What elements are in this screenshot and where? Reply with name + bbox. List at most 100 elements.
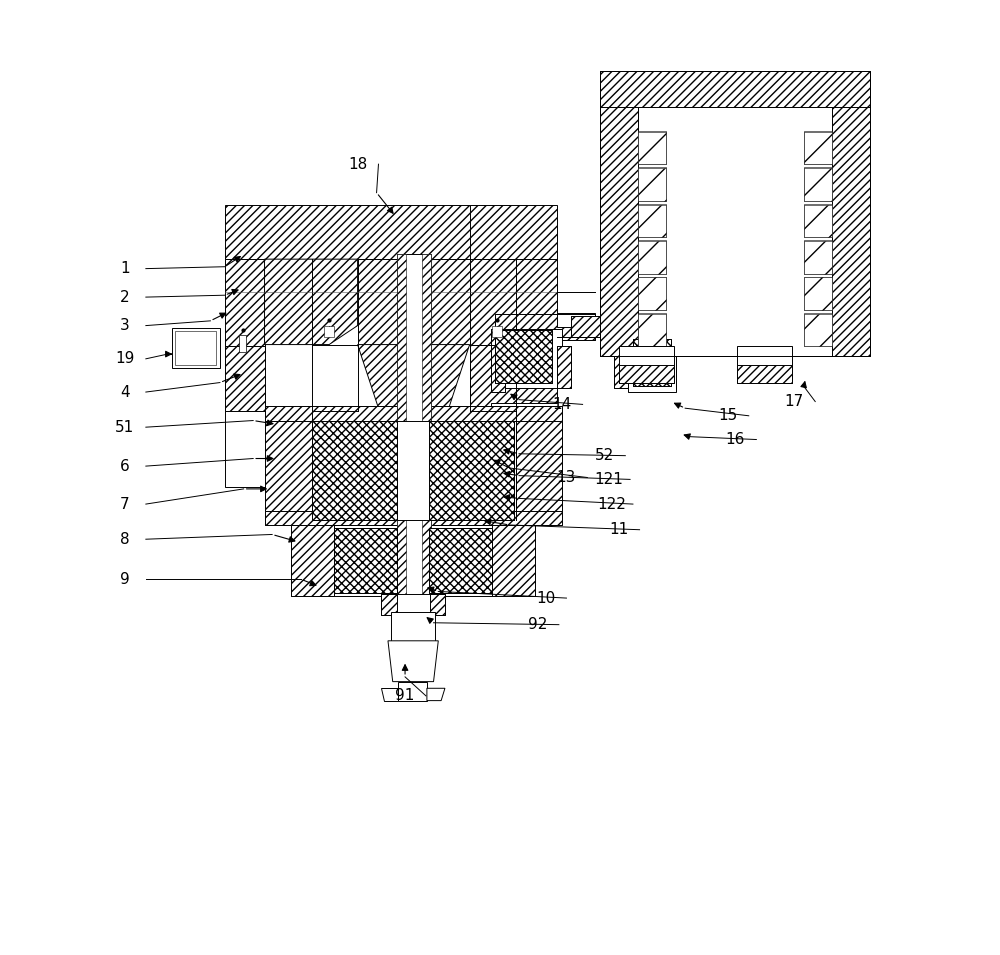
Bar [638, 204, 666, 237]
Bar [334, 528, 397, 593]
Bar [429, 528, 492, 593]
Polygon shape [388, 641, 438, 682]
Bar [804, 313, 832, 347]
Bar [804, 204, 832, 237]
Bar [324, 326, 334, 337]
Text: 51: 51 [115, 419, 135, 435]
Bar [397, 254, 406, 663]
Text: 1: 1 [120, 261, 130, 276]
Bar [638, 241, 666, 274]
Text: 2: 2 [120, 289, 130, 305]
Bar [619, 366, 674, 383]
Bar [737, 347, 792, 383]
Bar [225, 411, 265, 487]
Bar [291, 525, 535, 596]
Text: 11: 11 [609, 522, 628, 538]
Text: 7: 7 [120, 497, 130, 512]
Text: 52: 52 [595, 448, 614, 463]
Bar [397, 254, 431, 663]
Bar [832, 107, 870, 356]
Bar [495, 330, 552, 383]
Bar [557, 346, 571, 389]
Bar [492, 326, 502, 337]
Bar [804, 167, 832, 201]
Bar [334, 528, 397, 593]
Bar [516, 411, 562, 520]
Bar [225, 205, 509, 259]
Text: 18: 18 [348, 157, 367, 172]
Bar [638, 313, 666, 347]
Text: 16: 16 [726, 432, 745, 447]
Bar [571, 316, 647, 337]
Bar [557, 346, 571, 389]
Bar [638, 131, 666, 164]
Bar [804, 168, 832, 201]
Bar [614, 337, 628, 389]
Bar [495, 314, 595, 340]
Text: 3: 3 [120, 318, 130, 333]
Text: 19: 19 [115, 351, 135, 367]
Bar [638, 167, 666, 201]
Bar [804, 203, 832, 237]
Text: 6: 6 [120, 458, 130, 474]
Bar [600, 71, 870, 107]
Bar [638, 107, 832, 356]
Bar [381, 594, 397, 615]
Bar [225, 347, 265, 411]
Bar [398, 682, 427, 701]
Polygon shape [470, 345, 557, 415]
Bar [804, 131, 832, 164]
Bar [633, 339, 671, 387]
Text: 17: 17 [785, 394, 804, 409]
Bar [804, 240, 832, 274]
Text: 14: 14 [552, 397, 571, 412]
Bar [491, 329, 562, 389]
Bar [265, 411, 312, 520]
Bar [516, 411, 562, 520]
Bar [628, 337, 676, 389]
Bar [600, 107, 638, 356]
Bar [804, 241, 832, 274]
Bar [804, 314, 832, 347]
Bar [495, 330, 552, 383]
Bar [804, 278, 832, 310]
Bar [638, 168, 666, 201]
Text: 92: 92 [528, 617, 548, 632]
Bar [638, 278, 666, 310]
Bar [804, 132, 832, 164]
Bar [397, 420, 429, 520]
Bar [638, 314, 666, 347]
Bar [737, 366, 792, 383]
Bar [638, 240, 666, 274]
Bar [391, 612, 435, 641]
Bar [638, 203, 666, 237]
Bar [619, 347, 674, 383]
Bar [225, 259, 265, 347]
Bar [312, 420, 397, 520]
Bar [429, 420, 514, 520]
Bar [633, 339, 671, 387]
Polygon shape [381, 689, 398, 701]
Text: 9: 9 [120, 572, 130, 586]
Polygon shape [427, 689, 445, 701]
Bar [571, 316, 647, 337]
Bar [638, 277, 666, 310]
Bar [491, 329, 505, 393]
Bar [381, 594, 445, 615]
Polygon shape [265, 259, 358, 345]
Text: 13: 13 [557, 470, 576, 485]
Bar [265, 406, 562, 420]
Bar [265, 511, 562, 525]
Bar [422, 254, 431, 663]
Bar [492, 525, 535, 596]
Bar [265, 406, 562, 420]
Polygon shape [358, 345, 470, 411]
Text: 8: 8 [120, 532, 130, 546]
Bar [804, 277, 832, 310]
Bar [172, 329, 220, 369]
Text: 15: 15 [718, 409, 737, 423]
Polygon shape [358, 259, 470, 345]
Bar [557, 313, 595, 328]
Bar [429, 420, 514, 520]
Bar [291, 525, 334, 596]
